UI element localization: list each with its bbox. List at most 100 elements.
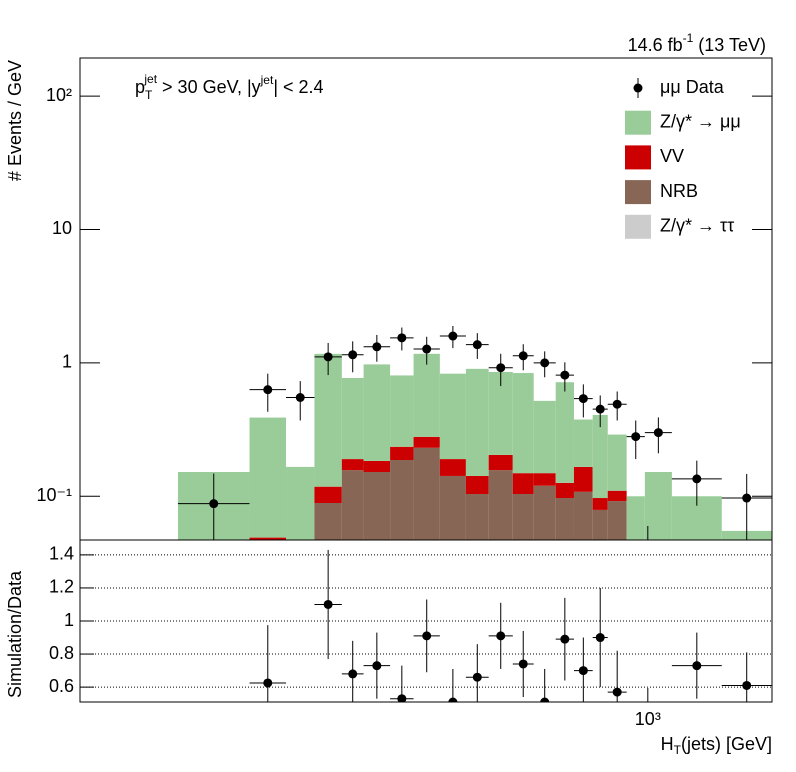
legend-label: VV — [660, 146, 684, 166]
hist-bar — [555, 382, 574, 483]
data-point — [397, 333, 407, 343]
hist-bar — [512, 473, 534, 494]
hist-bar — [488, 454, 513, 471]
hist-bar — [390, 446, 414, 461]
ratio-point — [560, 634, 570, 644]
ratio-point — [372, 661, 382, 671]
hist-bar — [249, 537, 287, 540]
hist-bar — [341, 470, 364, 540]
hist-bar — [592, 498, 608, 510]
hist-bar — [626, 496, 645, 540]
x-title-text: H — [661, 734, 674, 754]
lumi-sup: -1 — [683, 31, 694, 45]
ratio-y-tick-label: 0.6 — [49, 676, 74, 696]
lumi: 14.6 fb-1 (13 TeV) — [628, 31, 766, 55]
lumi-text: (13 TeV) — [693, 35, 766, 55]
hist-bar — [314, 353, 342, 487]
hist-bar — [573, 491, 593, 540]
legend-swatch — [625, 145, 651, 170]
hist-bar — [465, 475, 489, 494]
legend-label: Z/γ* → ττ — [660, 216, 734, 236]
main-plot — [177, 325, 772, 540]
data-point — [372, 342, 382, 352]
legend-swatch — [625, 180, 651, 205]
data-point — [692, 474, 702, 484]
data-point — [348, 350, 358, 360]
ratio-point — [472, 672, 482, 682]
data-point — [518, 351, 528, 361]
data-point — [295, 393, 305, 403]
ratio-point — [496, 631, 506, 641]
cut-text: p — [135, 77, 145, 97]
hist-bar — [607, 501, 627, 540]
ratio-y-tick-label: 1 — [64, 610, 74, 630]
x-axis-title: HT(jets) [GeV] — [661, 734, 772, 757]
ratio-point — [348, 669, 358, 679]
hist-bar — [314, 486, 342, 504]
hist-bar — [413, 447, 440, 540]
y-tick-label: 10 — [52, 218, 72, 238]
hist-bar — [439, 475, 466, 540]
hist-bar — [286, 466, 315, 540]
hist-bar — [341, 378, 364, 460]
hist-bar — [465, 368, 489, 476]
hist-bar — [439, 459, 466, 476]
ratio-point — [578, 666, 588, 676]
ratio-point — [518, 659, 528, 669]
hist-bar — [363, 472, 391, 540]
ratio-point — [323, 599, 333, 609]
hist-bar — [249, 417, 287, 538]
hist-bar — [512, 493, 534, 540]
ratio-point — [540, 697, 550, 702]
cut-sup: jet — [260, 73, 274, 87]
data-point — [560, 370, 570, 380]
y-tick-label: 1 — [62, 352, 72, 372]
hist-bar — [592, 414, 608, 499]
cut-sup: jet — [143, 72, 157, 86]
cut-text: | < 2.4 — [273, 77, 323, 97]
data-point — [578, 394, 588, 404]
ratio-y-tick-label: 1.2 — [49, 577, 74, 597]
hist-bar — [644, 472, 672, 540]
hist-bar — [314, 503, 342, 540]
hist-bar — [573, 419, 593, 467]
ratio-plot — [80, 549, 772, 702]
data-point — [631, 432, 641, 442]
y-tick-label: 10² — [46, 85, 72, 105]
ratio-point — [448, 697, 458, 702]
ratio-point — [422, 631, 432, 641]
ratio-y-tick-label: 1.4 — [49, 544, 74, 564]
ratio-point — [692, 661, 702, 671]
ratio-point — [263, 678, 273, 688]
data-point — [323, 352, 333, 362]
legend-label: Z/γ* → μμ — [660, 111, 741, 131]
hist-bar — [592, 509, 608, 540]
y-tick-label: 10⁻¹ — [36, 485, 72, 505]
hist-bar — [488, 470, 513, 540]
ratio-y-tick-label: 0.8 — [49, 643, 74, 663]
hist-bar — [607, 434, 627, 491]
hist-bar — [363, 364, 391, 461]
cut-text: > 30 GeV, |y — [157, 77, 261, 97]
ratio-point — [595, 633, 605, 643]
legend-label: NRB — [660, 181, 698, 201]
hist-bar — [512, 373, 534, 474]
hist-bar — [341, 459, 364, 471]
hist-bar — [533, 400, 556, 474]
ratio-frame — [79, 539, 773, 703]
hist-bar — [465, 493, 489, 540]
data-point — [422, 344, 432, 354]
data-point — [496, 363, 506, 373]
data-point — [448, 331, 458, 341]
ratio-point — [397, 694, 407, 702]
ratio-axis-title: Simulation/Data — [5, 570, 25, 698]
hist-bar — [555, 498, 574, 540]
data-point — [540, 358, 550, 368]
hist-bar — [390, 460, 414, 540]
data-point — [653, 428, 663, 438]
data-point — [742, 493, 752, 503]
cut-annotation: pTjet > 30 GeV, |yjet| < 2.4 — [135, 72, 324, 102]
hist-bar — [390, 375, 414, 447]
ratio-point — [612, 687, 622, 697]
